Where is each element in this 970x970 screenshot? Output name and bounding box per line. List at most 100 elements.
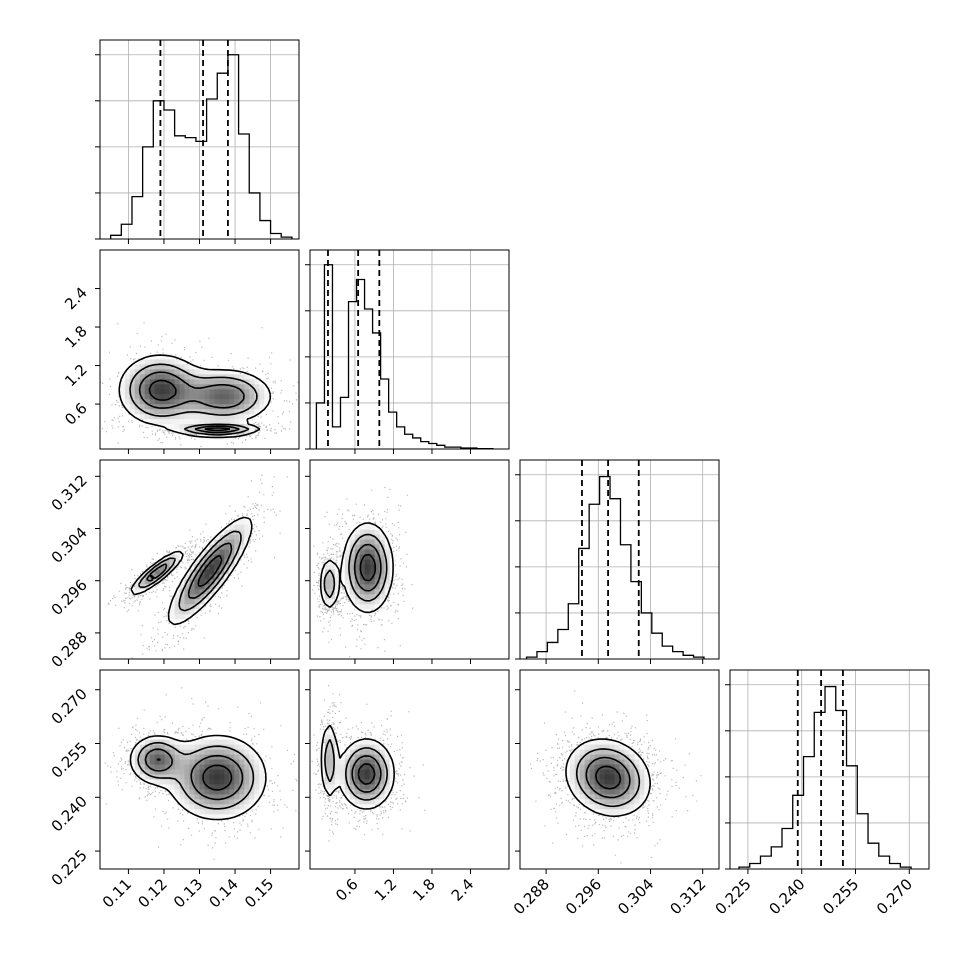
density-cell [189,404,196,410]
density-cell [174,414,181,420]
y-tick-label: 0.312 [48,471,91,514]
density-cell [249,754,255,761]
density-cell [629,754,635,761]
density-cell [249,389,255,395]
density-cell [224,419,230,425]
density-cell [324,759,331,766]
density-cell [169,609,176,615]
density-cell [169,564,176,570]
density-cell [589,794,596,800]
density-cell [134,749,141,756]
density-cell [174,774,181,780]
density-cell [234,399,240,405]
density-cell [234,429,240,435]
density-cell [194,789,200,795]
density-cell [219,579,225,585]
density-cell [594,774,601,780]
density-cell [139,574,146,580]
density-cell [239,529,245,536]
contour-level-0 [357,763,376,785]
density-cell [229,374,235,380]
density-cell [244,374,250,380]
density-cell [359,794,366,800]
density-cell [229,409,235,415]
density-cell [199,554,205,560]
density-cell [194,384,200,390]
density-cell [629,764,635,770]
density-cell [214,569,220,575]
density-cell [174,599,181,605]
density-cell [259,404,265,410]
density-cell [174,619,181,625]
density-cell [614,764,620,770]
density-cell [149,769,156,775]
density-cell [169,359,176,365]
density-cell [644,784,650,790]
density-cell [599,749,606,756]
x-tick-label: 0.225 [712,875,755,918]
density-cell [244,379,250,385]
density-cell [174,554,181,560]
density-cell [249,409,255,415]
density-cell [179,384,186,390]
density-cell [239,534,245,541]
density-cell [224,549,230,556]
density-cell [179,364,186,370]
density-cell [594,784,601,790]
x-tick-label: 0.14 [206,875,242,911]
density-cell [214,774,220,780]
density-cell [384,784,391,790]
density-cell [139,359,146,365]
density-cell [239,799,245,805]
density-cell [354,569,361,575]
density-cell [364,549,371,556]
density-cell [364,759,371,766]
density-cell [359,564,366,570]
density-cell [229,784,235,790]
density-cell [214,534,220,541]
density-cell [614,754,620,761]
density-cell [209,559,215,565]
density-cell [619,764,625,770]
density-cell [609,774,616,780]
density-cell [189,799,196,805]
density-cell [214,369,220,375]
density-cell [189,784,196,790]
density-cell [594,804,601,810]
density-cell [249,794,255,800]
density-cell [164,754,171,761]
density-cell [149,759,156,766]
density-cell [349,799,356,805]
density-cell [219,769,225,775]
density-cell [194,369,200,375]
histogram-p2 [525,475,705,659]
contour-level-2 [323,533,388,602]
density-cell [599,794,606,800]
density-cell [194,564,200,570]
x-tick-label: 0.296 [562,875,605,918]
density-cell [179,599,186,605]
density-cell [144,739,151,746]
density-cell [339,774,346,780]
density-cell [184,739,191,746]
density-cell [319,584,326,590]
density-cell [229,539,235,546]
density-cell [224,799,230,805]
density-cell [189,574,196,580]
density-cell [184,594,191,600]
density-cell [369,559,376,565]
density-cell [589,744,596,751]
density-cell [619,769,625,775]
panel-frame [519,459,720,660]
density-cell [209,784,215,790]
density-cell [204,769,210,775]
density-cell [144,369,151,375]
density-cell [144,379,151,385]
density-cell [154,364,161,370]
density-cell [174,764,181,770]
density-cell [384,549,391,556]
density-cell [604,769,611,775]
density-cell [364,564,371,570]
density-cell [369,549,376,556]
density-cell [224,564,230,570]
